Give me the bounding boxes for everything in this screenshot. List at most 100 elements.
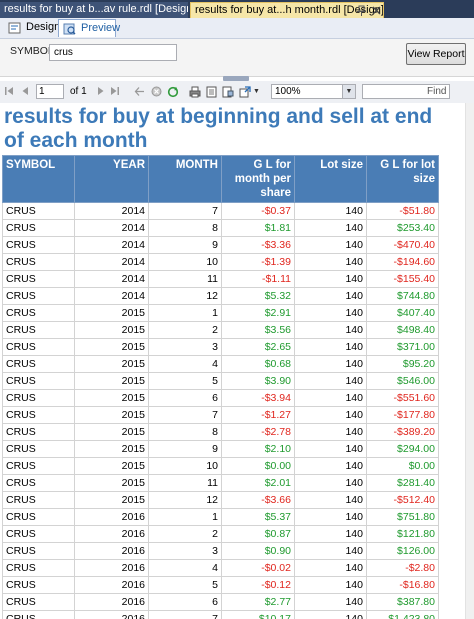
cell-month: 8: [148, 219, 222, 237]
cell-year: 2016: [74, 576, 149, 594]
cell-gl-per-share: -$3.66: [221, 491, 295, 509]
column-header-gl-per-share: G L for month per share: [221, 155, 295, 203]
cell-lot-size: 140: [294, 474, 367, 492]
cell-gl-lot: $546.00: [366, 372, 439, 390]
cell-gl-per-share: $0.68: [221, 355, 295, 373]
cell-gl-lot: $281.40: [366, 474, 439, 492]
find-button[interactable]: Find: [427, 86, 447, 97]
cell-lot-size: 140: [294, 593, 367, 611]
tab-design[interactable]: Design: [4, 19, 60, 37]
first-page-icon[interactable]: [4, 86, 14, 100]
cell-gl-per-share: -$1.39: [221, 253, 295, 271]
cell-symbol: CRUS: [2, 321, 75, 339]
cell-year: 2015: [74, 491, 149, 509]
refresh-icon[interactable]: [167, 86, 179, 102]
table-row: CRUS 2015 7 -$1.27 140 -$177.80: [2, 406, 439, 424]
stop-icon[interactable]: [151, 86, 162, 101]
cell-lot-size: 140: [294, 559, 367, 577]
cell-year: 2015: [74, 355, 149, 373]
cell-symbol: CRUS: [2, 474, 75, 492]
column-header-year: YEAR: [74, 155, 149, 203]
page-number-input[interactable]: [36, 84, 64, 99]
cell-gl-lot: $121.80: [366, 525, 439, 543]
cell-gl-per-share: $2.01: [221, 474, 295, 492]
chevron-down-icon[interactable]: ▼: [342, 85, 355, 98]
symbol-input[interactable]: [49, 44, 177, 61]
cell-gl-lot: $751.80: [366, 508, 439, 526]
doc-tab-each-month[interactable]: results for buy at...h month.rdl [Design…: [190, 2, 384, 18]
table-row: CRUS 2016 5 -$0.12 140 -$16.80: [2, 576, 439, 594]
chevron-down-icon[interactable]: ▼: [253, 88, 260, 95]
cell-year: 2016: [74, 559, 149, 577]
vertical-scrollbar[interactable]: [465, 103, 474, 619]
cell-month: 3: [148, 338, 222, 356]
report-viewer: results for buy at beginning and sell at…: [0, 103, 474, 619]
cell-lot-size: 140: [294, 389, 367, 407]
cell-year: 2015: [74, 457, 149, 475]
cell-lot-size: 140: [294, 219, 367, 237]
table-row: CRUS 2015 3 $2.65 140 $371.00: [2, 338, 439, 356]
cell-gl-per-share: -$1.11: [221, 270, 295, 288]
cell-symbol: CRUS: [2, 202, 75, 220]
find-input[interactable]: [362, 84, 450, 99]
table-row: CRUS 2015 9 $2.10 140 $294.00: [2, 440, 439, 458]
cell-year: 2014: [74, 219, 149, 237]
cell-month: 9: [148, 440, 222, 458]
cell-gl-per-share: $0.87: [221, 525, 295, 543]
parameter-splitter-handle[interactable]: [223, 76, 249, 81]
doc-tab-nav-rule[interactable]: results for buy at b...av rule.rdl [Desi…: [0, 2, 188, 18]
zoom-select[interactable]: 100% ▼: [271, 84, 356, 99]
table-row: CRUS 2015 5 $3.90 140 $546.00: [2, 372, 439, 390]
cell-gl-per-share: -$0.37: [221, 202, 295, 220]
table-row: CRUS 2016 6 $2.77 140 $387.80: [2, 593, 439, 611]
cell-gl-per-share: $2.65: [221, 338, 295, 356]
cell-symbol: CRUS: [2, 287, 75, 305]
prev-page-icon[interactable]: [20, 86, 30, 100]
cell-gl-per-share: -$0.02: [221, 559, 295, 577]
cell-gl-lot: $253.40: [366, 219, 439, 237]
cell-month: 9: [148, 236, 222, 254]
back-icon[interactable]: [134, 86, 145, 101]
cell-lot-size: 140: [294, 253, 367, 271]
results-table: SYMBOL YEAR MONTH G L for month per shar…: [2, 155, 439, 619]
cell-lot-size: 140: [294, 372, 367, 390]
cell-symbol: CRUS: [2, 304, 75, 322]
cell-gl-lot: -$470.40: [366, 236, 439, 254]
close-icon[interactable]: [372, 3, 381, 18]
cell-symbol: CRUS: [2, 593, 75, 611]
table-row: CRUS 2016 4 -$0.02 140 -$2.80: [2, 559, 439, 577]
cell-gl-lot: $407.40: [366, 304, 439, 322]
cell-gl-lot: -$16.80: [366, 576, 439, 594]
cell-month: 1: [148, 304, 222, 322]
parameter-panel: SYMBOL View Report: [0, 39, 474, 77]
table-row: CRUS 2014 7 -$0.37 140 -$51.80: [2, 202, 439, 220]
export-icon[interactable]: [239, 86, 251, 102]
pin-icon[interactable]: [357, 3, 366, 18]
cell-month: 3: [148, 542, 222, 560]
doc-tab-label: results for buy at b...av rule.rdl [Desi…: [4, 3, 188, 15]
cell-month: 4: [148, 355, 222, 373]
cell-month: 11: [148, 270, 222, 288]
cell-year: 2015: [74, 440, 149, 458]
last-page-icon[interactable]: [110, 86, 120, 100]
tab-preview-label: Preview: [81, 22, 121, 34]
next-page-icon[interactable]: [96, 86, 106, 100]
cell-lot-size: 140: [294, 525, 367, 543]
cell-lot-size: 140: [294, 355, 367, 373]
cell-gl-lot: -$155.40: [366, 270, 439, 288]
view-report-button[interactable]: View Report: [406, 43, 466, 65]
document-tab-bar: results for buy at b...av rule.rdl [Desi…: [0, 0, 474, 18]
print-layout-icon[interactable]: [206, 86, 217, 102]
cell-month: 6: [148, 389, 222, 407]
cell-gl-per-share: $1.81: [221, 219, 295, 237]
cell-symbol: CRUS: [2, 406, 75, 424]
tab-preview[interactable]: Preview: [58, 19, 120, 37]
cell-symbol: CRUS: [2, 491, 75, 509]
table-row: CRUS 2014 12 $5.32 140 $744.80: [2, 287, 439, 305]
tab-design-label: Design: [26, 21, 61, 33]
page-setup-icon[interactable]: [222, 86, 234, 102]
cell-gl-lot: -$551.60: [366, 389, 439, 407]
symbol-label: SYMBOL: [10, 45, 54, 57]
cell-gl-per-share: -$2.78: [221, 423, 295, 441]
print-icon[interactable]: [189, 86, 201, 102]
